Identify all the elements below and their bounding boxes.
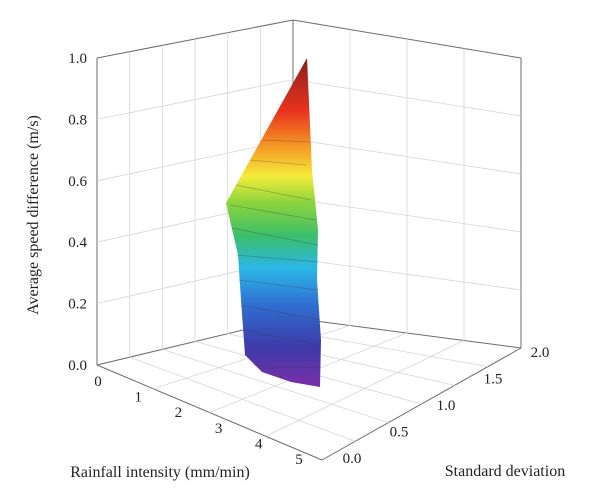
z-axis-title: Average speed difference (m/s) [25,115,42,315]
y-tick-label: 0.5 [390,425,409,441]
z-tick-label: 0.8 [68,112,87,128]
x-tick-label: 4 [255,436,263,452]
x-tick-label: 2 [175,405,183,421]
surface-patch [226,58,321,387]
x-tick-label: 3 [215,421,223,437]
grid-line [162,348,389,424]
contour-line [238,279,319,291]
y-axis-title: Standard deviation [445,463,565,480]
z-tick-label: 1.0 [68,51,87,67]
y-tick-label: 0.0 [343,451,362,467]
z-tick-label: 0.6 [68,174,87,190]
x-axis-title: Rainfall intensity (mm/min) [70,464,250,481]
contour-line [235,184,312,201]
contour-line [251,364,321,369]
z-tick-label: 0.4 [68,235,87,251]
x-tick-label: 5 [295,452,303,468]
x-tick-label: 1 [134,390,142,406]
contour-line [262,139,311,143]
contour-line [249,159,307,166]
contour-line [235,254,319,263]
y-tick-label: 1.5 [484,372,503,388]
z-tick-label: 0.2 [68,297,87,313]
grid-line [129,356,356,442]
contour-line [240,304,321,321]
y-tick-label: 1.0 [437,398,456,414]
contour-line [229,204,317,221]
contour-line [242,329,322,346]
y-tick-label: 2.0 [531,345,550,361]
contour-line [231,227,319,246]
z-tick-label: 0.0 [68,358,87,374]
x-tick-label: 0 [94,374,102,390]
z-tick-labels: 0.0 0.2 0.4 0.6 0.8 1.0 [68,51,87,374]
x-tick-labels: 0 1 2 3 4 5 [94,374,303,468]
y-tick-labels: 0.0 0.5 1.0 1.5 2.0 [343,345,550,467]
surface-plot [226,58,322,387]
